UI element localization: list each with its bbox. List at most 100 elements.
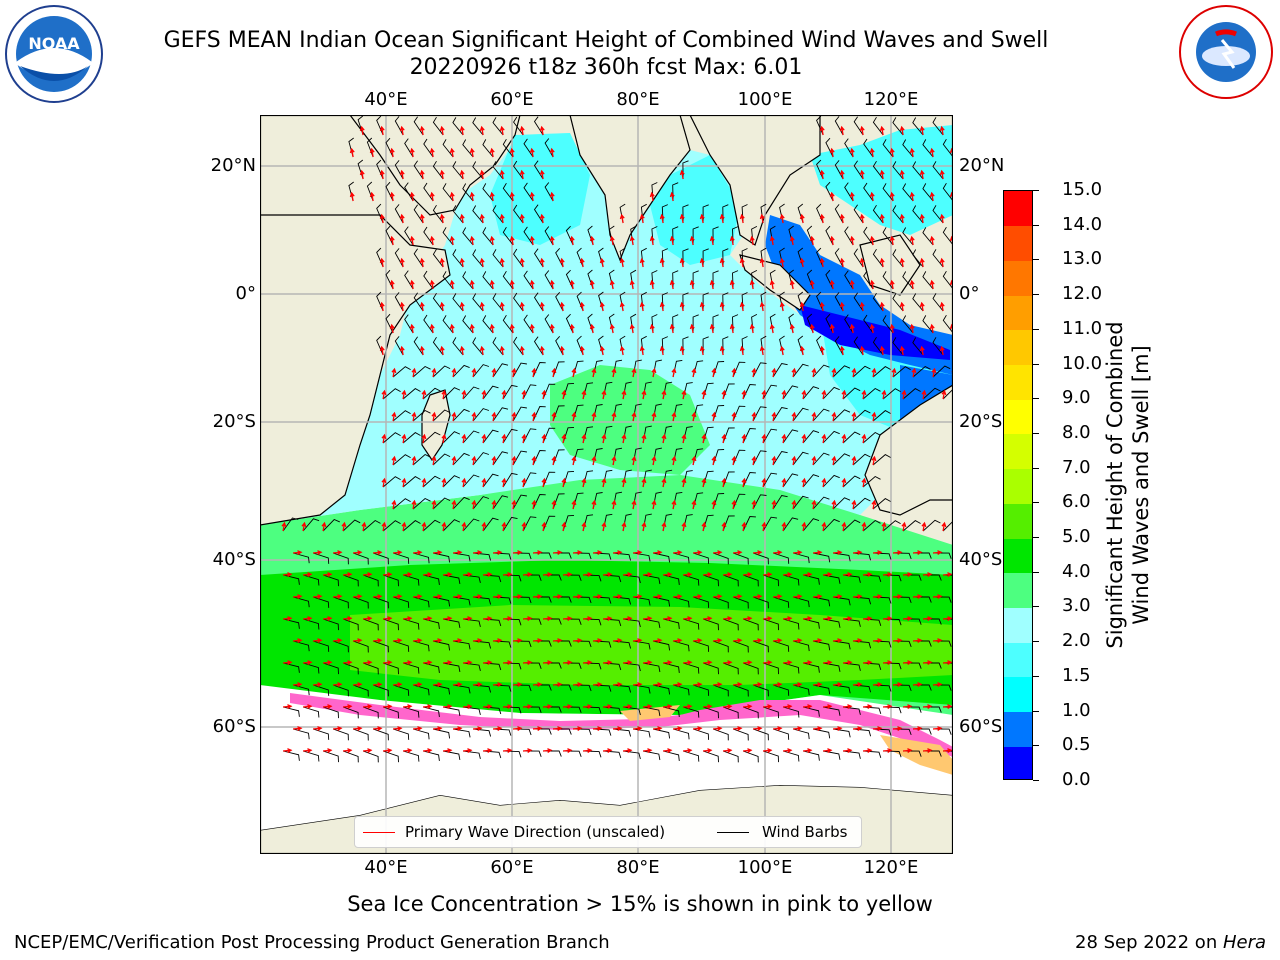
wave-direction-arrow (831, 367, 837, 378)
wave-direction-arrow (449, 191, 455, 202)
wave-direction-arrow (811, 499, 817, 510)
wave-direction-arrow (639, 257, 645, 268)
wave-direction-arrow (783, 748, 793, 754)
wind-barb (482, 517, 499, 532)
wave-direction-arrow (661, 433, 667, 444)
wave-direction-arrow (563, 572, 573, 578)
wave-direction-arrow (523, 660, 533, 666)
wave-direction-arrow (883, 748, 893, 754)
wave-direction-arrow (473, 682, 483, 688)
wind-barb (792, 363, 809, 378)
wave-direction-arrow (483, 704, 493, 710)
wave-direction-arrow (579, 301, 585, 312)
wave-direction-arrow (849, 323, 855, 334)
wave-direction-arrow (583, 660, 593, 666)
wave-direction-arrow (469, 279, 475, 290)
wave-direction-arrow (741, 389, 747, 400)
wave-direction-arrow (781, 477, 787, 488)
wave-direction-arrow (633, 726, 643, 732)
wave-direction-arrow (321, 521, 327, 532)
wave-direction-arrow (909, 323, 915, 334)
wind-barb (832, 453, 851, 466)
wave-direction-arrow (601, 433, 607, 444)
wave-direction-arrow (721, 433, 727, 444)
wind-barbs-legend-label: Wind Barbs (762, 823, 848, 841)
wave-direction-arrow (939, 125, 945, 136)
wave-direction-arrow (439, 213, 445, 224)
wind-barb (902, 139, 914, 158)
wave-direction-arrow (789, 323, 795, 334)
wind-barb (912, 249, 924, 268)
wave-direction-arrow (843, 616, 853, 622)
wave-direction-arrow (839, 169, 845, 180)
wave-direction-arrow (939, 345, 945, 356)
wave-direction-arrow (473, 638, 483, 644)
wave-direction-arrow (333, 682, 343, 688)
wave-direction-arrow (899, 301, 905, 312)
wave-direction-arrow (853, 638, 863, 644)
wave-direction-arrow (619, 301, 625, 312)
colorbar-tick-mark (1033, 606, 1039, 608)
wave-direction-arrow (861, 477, 867, 488)
wave-direction-arrow (859, 257, 865, 268)
wind-barb (852, 497, 871, 510)
wave-direction-arrow (821, 477, 827, 488)
wind-barb (492, 117, 504, 136)
wave-direction-arrow (899, 257, 905, 268)
wave-direction-arrow (679, 169, 685, 180)
wave-direction-arrow (711, 499, 717, 510)
wind-barb (562, 470, 575, 488)
wave-direction-arrow (871, 499, 877, 510)
wave-direction-arrow (409, 279, 415, 290)
colorbar-band (1004, 711, 1032, 747)
wave-direction-arrow (389, 147, 395, 158)
wind-barb (942, 226, 953, 246)
wave-direction-arrow (763, 748, 773, 754)
wave-direction-arrow (553, 550, 563, 556)
wave-direction-arrow (763, 704, 773, 710)
wave-direction-arrow (849, 235, 855, 246)
wave-direction-arrow (443, 660, 453, 666)
wave-direction-arrow (519, 301, 525, 312)
colorbar-tick-mark (1033, 641, 1039, 643)
wave-direction-arrow (639, 213, 645, 224)
colorbar-tick-label: 6.0 (1062, 491, 1091, 513)
colorbar-tick-mark (1033, 224, 1039, 226)
wave-direction-arrow (419, 301, 425, 312)
wave-direction-arrow (609, 279, 615, 290)
wave-direction-arrow (929, 235, 935, 246)
wind-barb (472, 408, 490, 422)
wave-direction-arrow (813, 594, 823, 600)
wind-barb (892, 161, 904, 180)
wind-barb (942, 138, 953, 158)
colorbar-band (1004, 676, 1032, 713)
wind-barb (882, 271, 894, 290)
wind-barb (842, 475, 861, 488)
wave-direction-arrow (493, 550, 503, 556)
wave-direction-arrow (863, 704, 873, 710)
wave-direction-arrow (429, 235, 435, 246)
wave-direction-arrow (799, 257, 805, 268)
wave-direction-arrow (449, 147, 455, 158)
colorbar-tick-mark (1033, 537, 1039, 539)
wind-barb (472, 249, 484, 268)
wave-direction-arrow (513, 682, 523, 688)
wave-direction-arrow (743, 660, 753, 666)
wave-direction-arrow (373, 550, 383, 556)
wave-direction-arrow (539, 169, 545, 180)
wave-direction-arrow (593, 682, 603, 688)
wave-direction-arrow (873, 638, 883, 644)
wave-direction-arrow (943, 572, 953, 578)
wind-barb (872, 410, 891, 422)
wind-barb (482, 429, 499, 444)
wave-direction-arrow (503, 616, 513, 622)
wind-barb (452, 205, 464, 224)
wave-direction-arrow (423, 572, 433, 578)
wave-direction-arrow (561, 433, 567, 444)
wave-direction-arrow (573, 550, 583, 556)
wind-barb (482, 315, 494, 334)
wave-direction-arrow (421, 477, 427, 488)
wave-direction-arrow (461, 477, 467, 488)
wind-barb (492, 161, 504, 180)
wind-barb (797, 203, 804, 224)
